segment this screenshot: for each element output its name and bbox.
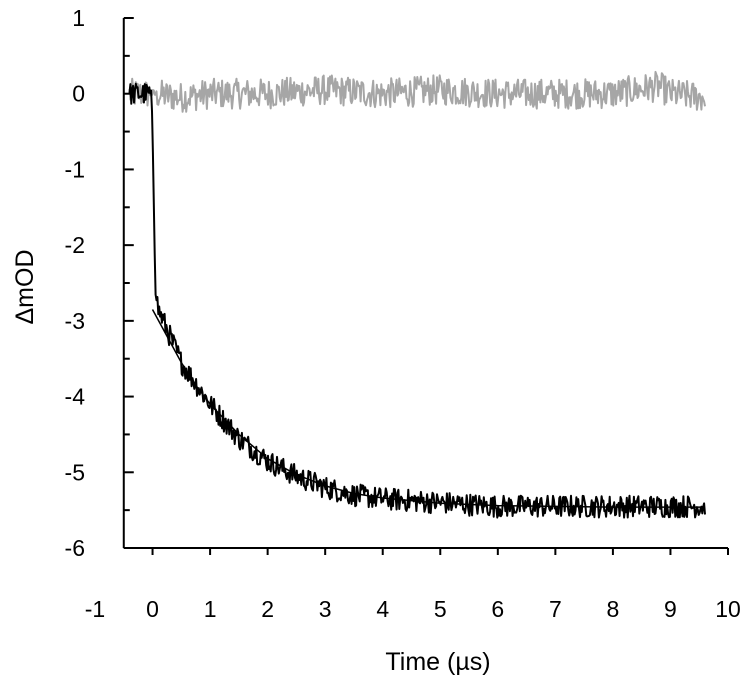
y-tick-label: -1 [65, 156, 85, 182]
fit-curve [151, 309, 705, 508]
y-axis-ticks: 1 0 -1 -2 -3 -4 -5 -6 [65, 5, 134, 561]
y-tick-label: -4 [65, 384, 86, 410]
y-tick-label: -5 [65, 459, 85, 485]
y-tick-label: 0 [72, 81, 85, 107]
x-tick-label: 2 [261, 596, 274, 622]
y-tick-label: -3 [65, 308, 85, 334]
black-trace [128, 82, 706, 519]
axes: -1 0 1 2 3 4 5 6 7 8 9 10 10-1-2-3-4-5-6 [65, 5, 741, 622]
x-tick-label: 10 [715, 596, 741, 622]
x-tick-label: 0 [146, 596, 159, 622]
y-axis-title: ΔmOD [11, 249, 39, 324]
y-tick-label: 1 [72, 5, 85, 31]
y-tick-label: -2 [65, 232, 85, 258]
x-tick-label: 9 [664, 596, 677, 622]
x-tick-label: -1 [85, 596, 105, 622]
gray-trace [128, 70, 706, 113]
plot-area [128, 70, 706, 519]
x-tick-label: 6 [491, 596, 504, 622]
x-tick-label: 8 [607, 596, 620, 622]
x-axis-title: Time (µs) [385, 648, 490, 676]
x-tick-label: 7 [549, 596, 562, 622]
x-axis-ticks: -1 0 1 2 3 4 5 6 7 8 9 10 [85, 548, 741, 622]
x-tick-label: 1 [204, 596, 217, 622]
x-tick-label: 5 [434, 596, 447, 622]
y-tick-label: -6 [65, 535, 85, 561]
x-tick-label: 3 [319, 596, 332, 622]
x-tick-label: 4 [376, 596, 389, 622]
